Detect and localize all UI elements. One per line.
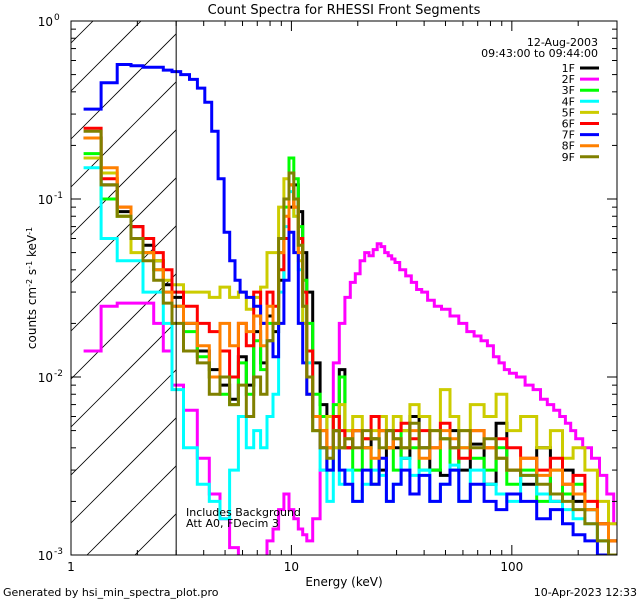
series-9F-line [83,129,617,555]
footer-timestamp: 10-Apr-2023 12:33 [534,586,637,599]
x-axis-label: Energy (keV) [305,575,382,589]
x-tick-label: 1 [67,560,75,574]
y-tick-exponent: -2 [54,369,63,379]
legend-label-9F: 9F [562,151,575,164]
annotation-line-2: Att A0, FDecim 3 [186,517,279,530]
legend-label-3F: 3F [562,84,575,97]
x-tick-label: 100 [500,560,523,574]
y-tick-exponent: -1 [54,191,63,201]
date-label: 12-Aug-2003 [527,36,598,49]
series-2F-line [83,242,617,555]
legend-label-4F: 4F [562,95,575,108]
legend-label-1F: 1F [562,62,575,75]
y-tick-label: 10 [38,193,53,207]
legend-label-7F: 7F [562,129,575,142]
y-tick-label: 10 [38,371,53,385]
series-4F-line [83,166,617,555]
series-layer [83,63,617,555]
y-axis-label: counts cm-2 s-1 keV-1 [25,227,40,349]
plot-frame [70,20,618,556]
hatch-line [71,33,177,140]
hatch-line [86,465,177,555]
annotation-line-1: Includes Background [186,506,301,519]
hatch-line [71,177,177,284]
hatch-line [71,81,177,188]
hatch-line [71,129,177,236]
hatch-line [71,225,177,332]
y-tick-exponent: 0 [54,13,60,23]
legend-label-5F: 5F [562,106,575,119]
footer-generator: Generated by hsi_min_spectra_plot.pro [3,586,219,599]
legend-label-8F: 8F [562,140,575,153]
legend-label-6F: 6F [562,118,575,131]
y-tick-exponent: -3 [54,547,63,557]
x-tick-label: 10 [284,560,299,574]
time-range-label: 09:43:00 to 09:44:00 [481,47,598,60]
y-tick-label: 10 [38,549,53,563]
hatch-line [134,513,177,555]
hatch-line [71,417,177,524]
legend-label-2F: 2F [562,73,575,86]
y-tick-label: 10 [38,15,53,29]
chart-title: Count Spectra for RHESSI Front Segments [208,3,481,18]
